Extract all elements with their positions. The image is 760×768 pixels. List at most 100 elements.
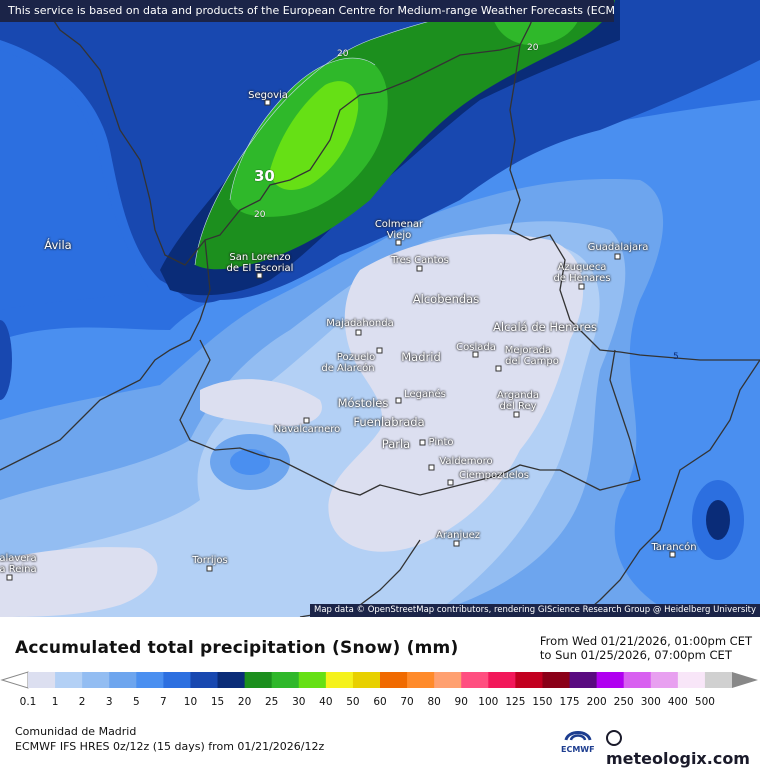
meteologix-brand-text: meteologix.com [606, 749, 750, 768]
city-label-san-lorenzo-2: de El Escorial [226, 263, 294, 274]
legend-swatch-90 [461, 672, 489, 688]
legend-label-80: 80 [427, 696, 441, 708]
legend-swatch-0.1 [28, 672, 56, 688]
legend-swatch-10 [190, 672, 219, 688]
city-label-mejorada: Mejorada [504, 345, 552, 356]
legend-swatch-200 [596, 672, 625, 688]
ecmwf-logo [564, 731, 592, 741]
map-attribution: Map data © OpenStreetMap contributors, r… [310, 604, 760, 617]
legend-label-20: 20 [237, 696, 252, 708]
legend-swatch-3 [109, 672, 137, 688]
legend-swatch-80 [434, 672, 462, 688]
legend-swatch-300 [650, 672, 679, 688]
legend-swatch-40 [325, 672, 354, 688]
city-label-mostoles: Móstoles [337, 396, 389, 410]
legend-swatch-100 [488, 672, 516, 688]
legend-swatch-30 [298, 672, 327, 688]
contour-label-20-north: 20 [337, 49, 349, 59]
legend-label-15: 15 [210, 696, 225, 708]
legend-label-7: 7 [160, 696, 167, 708]
precip-core-west [0, 320, 12, 400]
legend-label-3: 3 [105, 696, 113, 708]
legend-swatch-5 [136, 672, 164, 688]
contour-label-20-sw: 20 [254, 210, 266, 220]
legend-arrow-right [732, 672, 758, 688]
city-label-colmenar: Colmenar [374, 219, 424, 230]
city-label-navalcarnero: Navalcarnero [273, 424, 341, 435]
legend-swatch-50 [352, 672, 381, 688]
legend-label-5: 5 [132, 696, 140, 708]
precip-core-navalcarnero [230, 449, 270, 475]
city-label-madrid: Madrid [401, 350, 441, 364]
legend-label-1: 1 [51, 696, 59, 708]
city-label-majadahonda: Majadahonda [326, 318, 394, 329]
time-range-from: From Wed 01/21/2026, 01:00pm CET [539, 634, 752, 648]
legend-label-100: 100 [478, 696, 499, 708]
city-label-avila: Ávila [44, 238, 72, 252]
legend-label-250: 250 [613, 696, 634, 708]
legend-label-50: 50 [346, 696, 360, 708]
map-footer [0, 617, 760, 760]
city-label-azuqueca: Azuqueca [557, 262, 607, 273]
legend-swatch-60 [380, 672, 408, 688]
city-label-pinto: Pinto [428, 437, 454, 448]
precip-band-0-1 [328, 234, 584, 552]
model-info: ECMWF IFS HRES 0z/12z (15 days) from 01/… [15, 740, 325, 753]
city-label-alcobendas: Alcobendas [412, 292, 480, 306]
legend-label-175: 175 [559, 696, 580, 708]
region-borders [0, 0, 760, 617]
legend-swatch-1 [55, 672, 83, 688]
precip-band-0-1-sw [0, 547, 158, 617]
precipitation-map[interactable] [0, 0, 760, 617]
time-range-to: to Sun 01/25/2026, 07:00pm CET [539, 648, 732, 662]
contour-label-20-ne: 20 [527, 43, 539, 53]
map-title: Accumulated total precipitation (Snow) (… [15, 638, 459, 658]
city-label-aranjuez: Aranjuez [436, 530, 480, 541]
legend-swatch-175 [569, 672, 598, 688]
city-label-san-lorenzo: San Lorenzo [229, 252, 291, 263]
legend-swatch-25 [271, 672, 300, 688]
legend-swatch-20 [244, 672, 273, 688]
ecmwf-label: ECMWF [561, 745, 595, 754]
city-label-parla: Parla [381, 437, 411, 451]
precip-band-30 [270, 81, 359, 190]
city-label-talavera: alavera [0, 553, 37, 564]
legend-label-10: 10 [183, 696, 198, 708]
legend-label-150: 150 [532, 696, 553, 708]
legend-swatch-500 [704, 672, 733, 688]
legend-label-60: 60 [373, 696, 387, 708]
city-label-segovia: Segovia [248, 90, 288, 101]
data-source-banner: This service is based on data and produc… [0, 0, 614, 22]
legend-swatch-150 [542, 672, 571, 688]
city-label-fuenlabrada: Fuenlabrada [353, 415, 425, 429]
legend-swatch-15 [217, 672, 246, 688]
legend-swatch-7 [163, 672, 191, 688]
city-label-alcala: Alcalá de Henares [493, 320, 597, 334]
legend-label-90: 90 [454, 696, 468, 708]
city-label-guadalajara: Guadalajara [587, 242, 649, 253]
legend-label-0.1: 0.1 [19, 696, 37, 708]
precip-core-tarancon-inner [706, 500, 730, 540]
precip-band-7-north [0, 50, 150, 310]
meteologix-brand[interactable]: meteologix.com [606, 730, 760, 768]
city-label-tres-cantos: Tres Cantos [391, 255, 449, 266]
city-label-talavera-2: a Reina [0, 564, 37, 575]
legend-label-400: 400 [667, 696, 688, 708]
city-label-pozuelo-2: de Alarcón [321, 363, 375, 374]
legend-label-70: 70 [400, 696, 414, 708]
city-label-pozuelo: Pozuelo [336, 352, 376, 363]
region-name: Comunidad de Madrid [15, 725, 137, 738]
legend-label-200: 200 [586, 696, 607, 708]
city-label-mejorada-2: del Campo [505, 356, 559, 367]
city-label-coslada: Coslada [456, 342, 496, 353]
legend-label-300: 300 [640, 696, 661, 708]
legend-label-2: 2 [78, 696, 86, 708]
legend-label-125: 125 [505, 696, 526, 708]
city-label-valdemoro: Valdemoro [439, 456, 493, 467]
legend-swatch-250 [623, 672, 652, 688]
legend-swatch-70 [407, 672, 435, 688]
city-label-colmenar-2: Viejo [386, 230, 412, 241]
city-label-tarancon: Tarancón [651, 542, 697, 553]
city-markers [6, 99, 676, 581]
city-label-ciempozuelos: Ciempozuelos [459, 470, 529, 481]
